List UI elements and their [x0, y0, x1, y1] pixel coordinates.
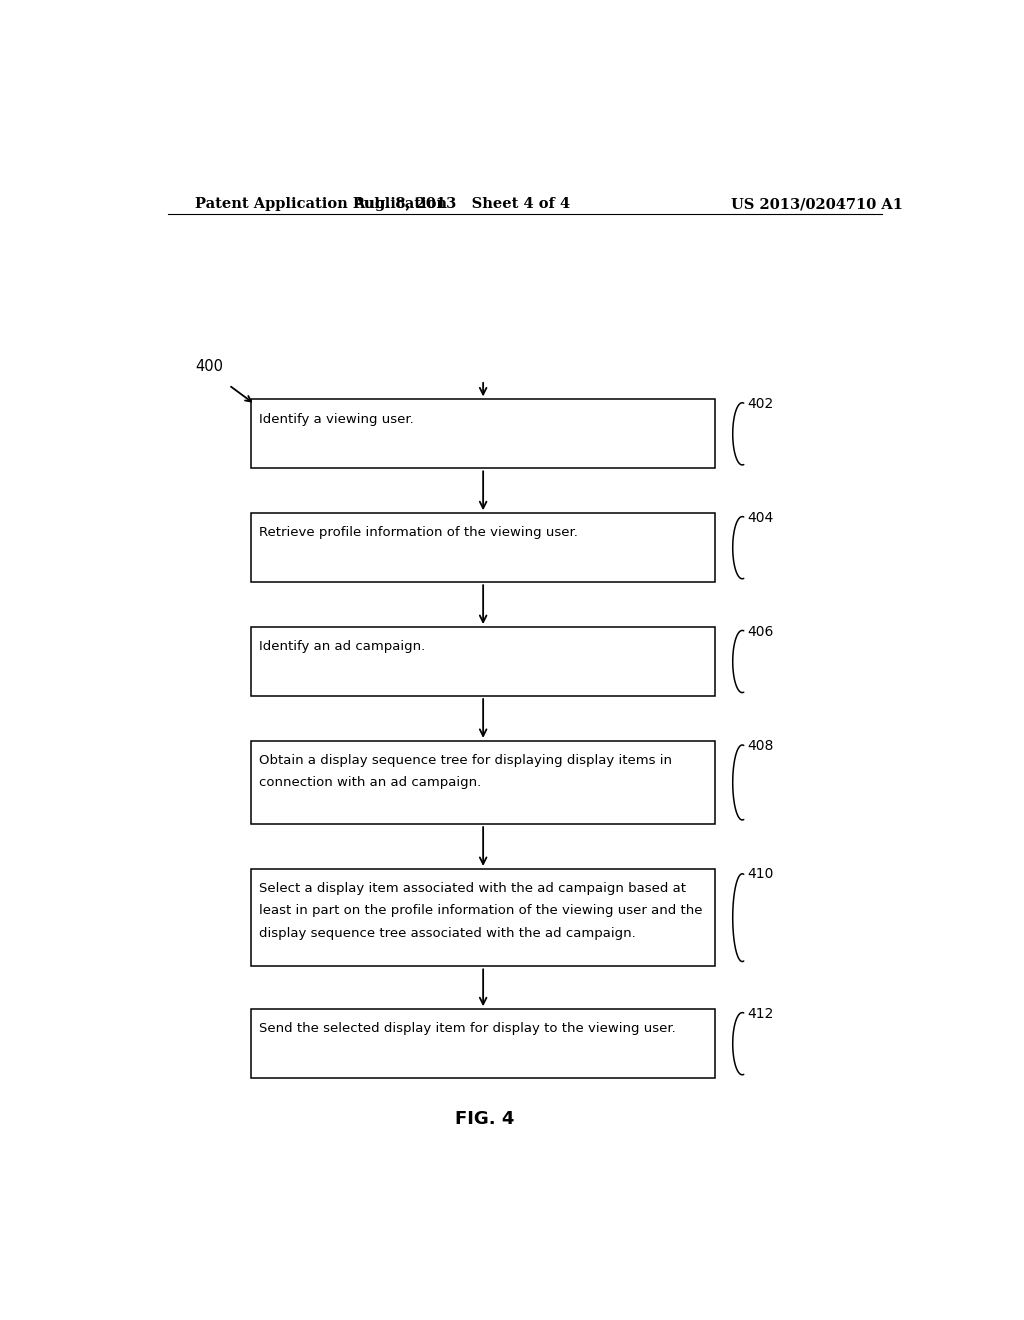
Text: Aug. 8, 2013   Sheet 4 of 4: Aug. 8, 2013 Sheet 4 of 4	[352, 197, 570, 211]
Text: Retrieve profile information of the viewing user.: Retrieve profile information of the view…	[259, 527, 578, 540]
Text: display sequence tree associated with the ad campaign.: display sequence tree associated with th…	[259, 927, 636, 940]
Text: US 2013/0204710 A1: US 2013/0204710 A1	[731, 197, 903, 211]
Text: Select a display item associated with the ad campaign based at: Select a display item associated with th…	[259, 882, 686, 895]
Text: 406: 406	[748, 624, 773, 639]
Text: Identify a viewing user.: Identify a viewing user.	[259, 413, 414, 425]
Text: FIG. 4: FIG. 4	[456, 1110, 515, 1127]
Text: 408: 408	[748, 739, 773, 752]
Text: Obtain a display sequence tree for displaying display items in: Obtain a display sequence tree for displ…	[259, 754, 672, 767]
Text: 402: 402	[748, 397, 773, 412]
Text: least in part on the profile information of the viewing user and the: least in part on the profile information…	[259, 904, 702, 917]
Text: Patent Application Publication: Patent Application Publication	[196, 197, 447, 211]
Text: connection with an ad campaign.: connection with an ad campaign.	[259, 776, 481, 789]
Text: 412: 412	[748, 1007, 773, 1022]
Bar	[251, 513, 715, 582]
Bar	[251, 869, 715, 966]
Bar	[251, 1008, 715, 1078]
Text: 404: 404	[748, 511, 773, 525]
Bar	[251, 399, 715, 469]
Text: 410: 410	[748, 867, 773, 880]
Bar	[251, 627, 715, 696]
Bar	[251, 741, 715, 824]
Text: 400: 400	[196, 359, 223, 375]
Text: Identify an ad campaign.: Identify an ad campaign.	[259, 640, 425, 653]
Text: Send the selected display item for display to the viewing user.: Send the selected display item for displ…	[259, 1022, 676, 1035]
